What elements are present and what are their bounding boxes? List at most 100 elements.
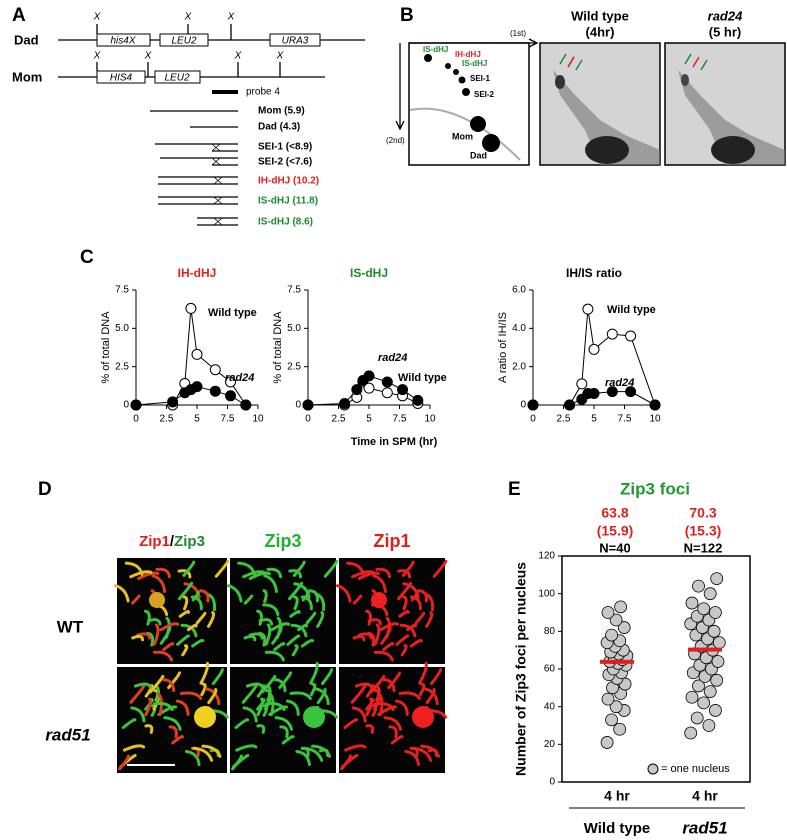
site-ticks: [96, 24, 281, 77]
series-label: rad24: [378, 352, 407, 364]
chromosome: [143, 609, 151, 626]
chromosome: [207, 688, 218, 705]
data-point: [685, 690, 699, 704]
data-point: [209, 385, 221, 397]
chromosome: [245, 682, 264, 689]
chromosome: [273, 642, 286, 652]
gene-box: [96, 33, 151, 47]
chromosome: [176, 634, 190, 646]
chromosome: [268, 691, 275, 717]
chromosome: [199, 660, 210, 685]
fragment-label: SEI-1 (<8.9): [258, 142, 312, 153]
x-tick-label: 5: [194, 414, 200, 425]
chromosome: [266, 567, 283, 579]
chromosome: [121, 718, 137, 730]
chromosome: [214, 559, 230, 578]
chromosome: [375, 567, 392, 579]
chromosome: [130, 634, 145, 642]
chromosome: [156, 691, 164, 717]
legend-marker: [647, 763, 659, 775]
chromosome: [118, 754, 130, 771]
gene-name: LEU2: [171, 36, 196, 47]
data-point: [302, 399, 314, 411]
data-point: [625, 330, 637, 342]
chromosome: [136, 632, 152, 640]
chromosome: [192, 746, 214, 762]
chromosome: [189, 638, 205, 649]
mean-label: 70.3: [689, 505, 716, 521]
data-point: [684, 726, 698, 740]
fragment-label: IS-dHJ (11.8): [258, 196, 318, 207]
header-part: Zip1: [139, 533, 170, 550]
mean-bar: [600, 659, 634, 664]
y-axis-label: Number of Zip3 foci per nucleus: [513, 562, 529, 776]
y-tick-label: 2.0: [512, 361, 526, 372]
chromosome: [237, 561, 256, 576]
chromosome: [343, 718, 359, 730]
data-point: [588, 343, 600, 355]
y-tick-label: 0: [295, 400, 301, 411]
x-tick-label: 2.5: [557, 414, 571, 425]
chromosome: [261, 588, 268, 604]
y-tick-label: 5.0: [287, 323, 301, 334]
data-point: [702, 719, 716, 732]
x-tick-label: 10: [252, 414, 264, 425]
nucleolus-blob: [303, 706, 325, 728]
chromosome: [201, 744, 222, 759]
chromosome: [195, 610, 207, 625]
data-point: [381, 376, 393, 388]
data-point: [697, 602, 711, 616]
spot-label: IS-dHJ: [462, 59, 487, 68]
chromosome: [397, 691, 421, 700]
chromosome: [302, 746, 324, 762]
chromosome: [264, 702, 286, 712]
data-point: [167, 396, 179, 408]
blot: [539, 42, 661, 166]
data-point: [649, 399, 661, 411]
chromosome: [404, 750, 420, 766]
chromosome: [321, 667, 334, 686]
chromosome: [152, 623, 160, 646]
x-tick-label: 4 hr: [604, 788, 630, 804]
data-point: [130, 399, 142, 411]
chromosome: [242, 634, 257, 642]
chromosome: [351, 706, 367, 723]
plot-frame: [561, 555, 751, 783]
chromosome: [146, 631, 155, 647]
chromosome: [300, 595, 313, 611]
data-point: [692, 679, 705, 693]
fragment-label: SEI-2 (<7.6): [258, 157, 312, 168]
chromosome: [175, 699, 190, 716]
fragment-label: Mom (5.9): [258, 106, 305, 117]
column-header: Zip3: [264, 531, 301, 551]
chromosome: [425, 611, 434, 628]
data-point: [685, 596, 699, 610]
chromosome: [280, 735, 295, 746]
second-dimension-label: (2nd): [386, 136, 405, 145]
chromosome: [190, 595, 203, 611]
chromosome: [350, 684, 367, 705]
chart-title: IH-dHJ: [178, 266, 217, 280]
chromosome: [408, 638, 423, 649]
gene-name: HIS4: [110, 73, 133, 84]
data-point: [703, 685, 717, 698]
chromosome: [377, 691, 384, 717]
chromosome: [432, 559, 448, 578]
chromosome: [235, 744, 258, 752]
y-tick-label: 100: [538, 588, 555, 599]
chromosome: [357, 632, 373, 640]
chromosome: [344, 744, 367, 752]
chromosome: [264, 623, 272, 646]
panel-label: A: [12, 5, 26, 26]
chromosome: [372, 574, 388, 595]
chromosome: [357, 571, 380, 581]
nucleolus-blob: [149, 592, 165, 608]
y-tick-label: 2.5: [115, 361, 129, 372]
chromosome: [411, 746, 433, 762]
series-label: rad24: [225, 372, 254, 384]
data-point: [606, 328, 618, 340]
chromosome: [365, 724, 375, 734]
data-point: [240, 399, 252, 411]
site-mark: X: [227, 12, 235, 23]
